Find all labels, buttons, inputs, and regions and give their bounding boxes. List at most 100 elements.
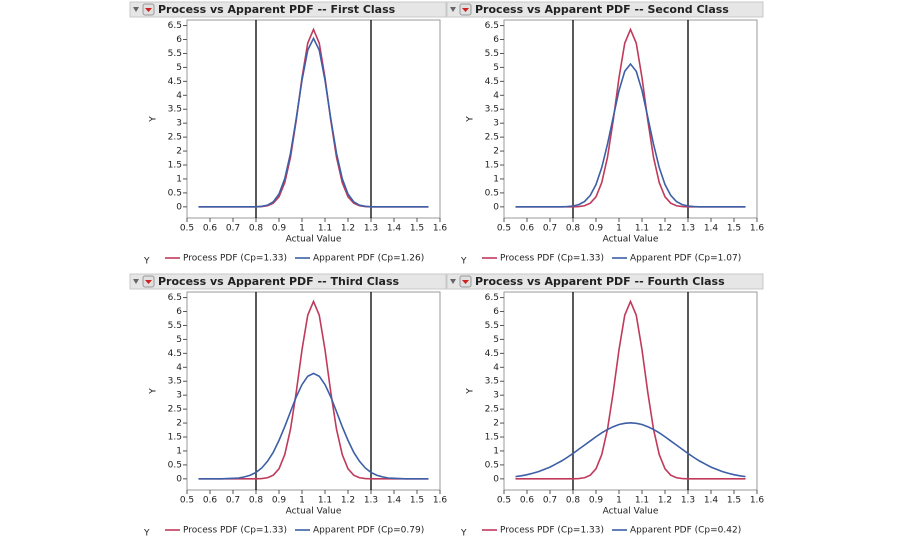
- x-axis-label: Actual Value: [286, 507, 342, 517]
- y-axis-label: Y: [149, 388, 159, 395]
- pdf-curve: [198, 372, 429, 480]
- chart-title: Process vs Apparent PDF -- Second Class: [475, 3, 729, 16]
- chart-title: Process vs Apparent PDF -- Fourth Class: [475, 275, 725, 288]
- y-tick-label: 1: [176, 446, 182, 456]
- y-tick-label: 3: [176, 391, 182, 401]
- y-tick-label: 0.5: [168, 188, 182, 198]
- x-tick-label: 0.5: [497, 496, 511, 506]
- x-tick-label: 1.6: [750, 224, 765, 234]
- panel-header: [446, 1, 764, 18]
- y-tick-label: 6.5: [168, 293, 182, 303]
- y-axis-label: Y: [466, 116, 476, 123]
- x-tick-label: 1.3: [364, 496, 378, 506]
- x-tick-label: 0.8: [249, 224, 264, 234]
- plot-frame: [186, 291, 441, 491]
- chart-title: Process vs Apparent PDF -- First Class: [158, 3, 396, 16]
- y-tick-label: 5.5: [485, 49, 499, 59]
- legend-label: Apparent PDF (Cp=0.79): [313, 526, 424, 536]
- legend-title: Y: [143, 529, 150, 539]
- y-tick-label: 4: [176, 363, 182, 373]
- pdf-curve: [198, 36, 429, 208]
- plot-frame: [503, 291, 758, 491]
- y-tick-label: 3: [176, 119, 182, 129]
- y-tick-label: 2: [176, 147, 182, 157]
- x-tick-label: 0.8: [249, 496, 264, 506]
- x-tick-label: 1.6: [750, 496, 765, 506]
- panel-header: [446, 273, 764, 290]
- disclosure-icon[interactable]: [450, 7, 456, 12]
- x-tick-label: 1.5: [410, 224, 424, 234]
- menu-arrow[interactable]: [462, 280, 469, 284]
- x-tick-label: 0.7: [543, 224, 557, 234]
- y-tick-label: 2: [493, 419, 499, 429]
- y-tick-label: 0.5: [168, 460, 182, 470]
- legend-label: Apparent PDF (Cp=1.07): [630, 254, 741, 264]
- y-tick-label: 1.5: [485, 161, 499, 171]
- y-tick-label: 6: [493, 35, 499, 45]
- disclosure-icon[interactable]: [133, 7, 139, 12]
- y-tick-label: 1: [176, 174, 182, 184]
- y-tick-label: 0.5: [485, 188, 499, 198]
- x-tick-label: 1.3: [681, 496, 695, 506]
- x-tick-label: 0.6: [520, 224, 535, 234]
- x-tick-label: 1.2: [341, 496, 355, 506]
- panel-header: [129, 1, 447, 18]
- x-tick-label: 0.5: [180, 224, 194, 234]
- legend-label: Apparent PDF (Cp=1.26): [313, 254, 424, 264]
- x-tick-label: 1.4: [387, 496, 402, 506]
- y-tick-label: 1: [493, 174, 499, 184]
- x-tick-label: 1.5: [727, 496, 741, 506]
- y-tick-label: 4.5: [485, 77, 499, 87]
- x-tick-label: 0.6: [203, 224, 218, 234]
- x-tick-label: 1.3: [681, 224, 695, 234]
- y-tick-label: 3.5: [485, 377, 499, 387]
- menu-arrow[interactable]: [462, 8, 469, 12]
- x-tick-label: 0.8: [566, 224, 581, 234]
- y-tick-label: 3.5: [485, 105, 499, 115]
- plot-frame: [186, 19, 441, 219]
- y-tick-label: 0: [176, 474, 182, 484]
- menu-arrow[interactable]: [145, 8, 152, 12]
- legend-title: Y: [143, 257, 150, 267]
- chart-panel: Process vs Apparent PDF -- Second Class 0…: [446, 1, 765, 267]
- chart-panel: Process vs Apparent PDF -- Third Class 0 0…: [129, 273, 447, 539]
- x-tick-label: 1: [299, 496, 305, 506]
- x-tick-label: 0.5: [497, 224, 511, 234]
- y-tick-label: 5: [176, 63, 182, 73]
- y-tick-label: 1: [493, 446, 499, 456]
- y-tick-label: 1.5: [168, 161, 182, 171]
- legend-title: Y: [460, 257, 467, 267]
- x-tick-label: 1.1: [635, 224, 649, 234]
- x-axis-label: Actual Value: [286, 235, 342, 245]
- y-tick-label: 4.5: [485, 349, 499, 359]
- x-tick-label: 0.9: [589, 224, 604, 234]
- pdf-curve: [515, 62, 746, 208]
- y-tick-label: 0: [493, 474, 499, 484]
- y-tick-label: 2.5: [168, 133, 182, 143]
- y-tick-label: 6.5: [485, 21, 499, 31]
- x-tick-label: 1.3: [364, 224, 378, 234]
- menu-arrow[interactable]: [145, 280, 152, 284]
- y-tick-label: 2.5: [485, 405, 499, 415]
- y-tick-label: 3.5: [168, 105, 182, 115]
- legend-label: Process PDF (Cp=1.33): [500, 526, 604, 536]
- legend-label: Process PDF (Cp=1.33): [500, 254, 604, 264]
- x-tick-label: 1.1: [318, 496, 332, 506]
- y-tick-label: 2: [493, 147, 499, 157]
- x-tick-label: 0.9: [589, 496, 604, 506]
- y-tick-label: 6.5: [168, 21, 182, 31]
- x-tick-label: 0.6: [520, 496, 535, 506]
- plot-frame: [503, 19, 758, 219]
- x-axis-label: Actual Value: [603, 235, 659, 245]
- y-axis-label: Y: [149, 116, 159, 123]
- legend-label: Apparent PDF (Cp=0.42): [630, 526, 741, 536]
- chart-panel: Process vs Apparent PDF -- Fourth Class 0…: [446, 273, 765, 539]
- legend-label: Process PDF (Cp=1.33): [183, 254, 287, 264]
- x-tick-label: 1.2: [658, 224, 672, 234]
- y-tick-label: 3: [493, 119, 499, 129]
- pdf-curve: [515, 421, 746, 478]
- disclosure-icon[interactable]: [133, 279, 139, 284]
- x-axis-label: Actual Value: [603, 507, 659, 517]
- disclosure-icon[interactable]: [450, 279, 456, 284]
- x-tick-label: 0.7: [543, 496, 557, 506]
